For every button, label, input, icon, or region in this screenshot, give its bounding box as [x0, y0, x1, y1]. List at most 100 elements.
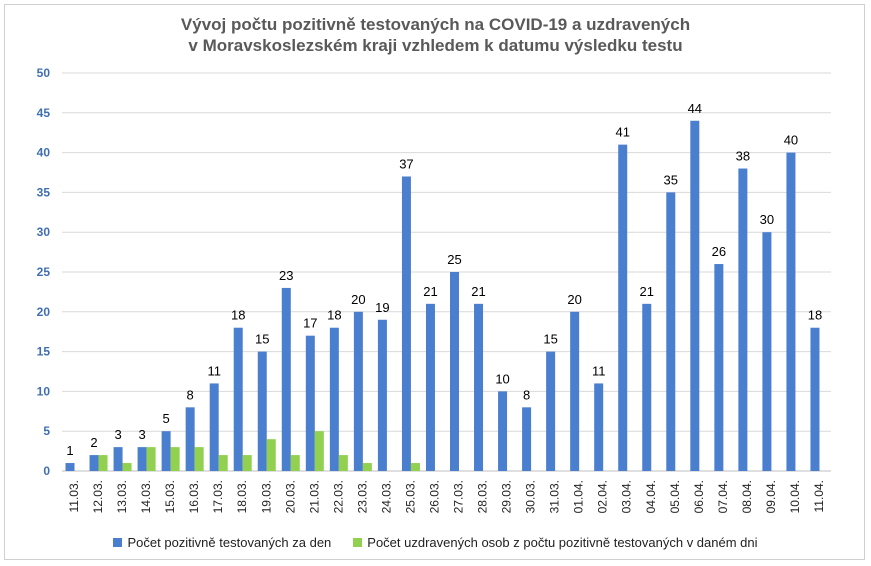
x-tick-label: 20.03. — [283, 480, 297, 513]
bar-recovered — [266, 439, 276, 471]
data-label: 44 — [688, 101, 702, 116]
data-label: 8 — [187, 387, 194, 402]
bar-positive — [498, 391, 508, 471]
bar-positive — [642, 303, 652, 471]
data-label: 19 — [375, 300, 389, 315]
y-tick-label: 20 — [37, 305, 51, 319]
data-label: 5 — [163, 411, 170, 426]
bar-positive — [714, 264, 724, 471]
bar-recovered — [122, 463, 132, 471]
data-label: 1 — [66, 443, 73, 458]
data-label: 3 — [114, 427, 121, 442]
x-tick-label: 22.03. — [331, 480, 345, 513]
bar-recovered — [290, 455, 300, 471]
data-label: 20 — [567, 292, 581, 307]
x-tick-label: 28.03. — [476, 480, 490, 513]
data-label: 37 — [399, 156, 413, 171]
data-label: 2 — [90, 435, 97, 450]
data-label: 20 — [351, 292, 365, 307]
data-label: 21 — [423, 284, 437, 299]
bar-positive — [113, 447, 123, 471]
x-tick-label: 21.03. — [307, 480, 321, 513]
y-tick-label: 0 — [43, 464, 50, 478]
x-tick-label: 02.04. — [596, 480, 610, 513]
chart-legend: Počet pozitivně testovaných za den Počet… — [0, 535, 871, 550]
data-label: 3 — [138, 427, 145, 442]
data-label: 25 — [447, 252, 461, 267]
bar-positive — [570, 311, 580, 471]
x-tick-label: 09.04. — [764, 480, 778, 513]
bar-positive — [65, 463, 75, 471]
x-tick-label: 12.03. — [91, 480, 105, 513]
x-tick-label: 29.03. — [500, 480, 514, 513]
x-tick-label: 04.04. — [644, 480, 658, 513]
legend-swatch-recovered — [353, 538, 363, 547]
x-tick-label: 07.04. — [716, 480, 730, 513]
data-label: 23 — [279, 268, 293, 283]
x-tick-label: 11.04. — [812, 480, 826, 512]
data-label: 15 — [543, 332, 557, 347]
x-tick-label: 26.03. — [427, 480, 441, 513]
data-label: 21 — [471, 284, 485, 299]
bar-positive — [353, 311, 363, 471]
x-tick-label: 08.04. — [740, 480, 754, 513]
x-tick-label: 06.04. — [692, 480, 706, 513]
bar-positive — [450, 272, 459, 471]
bar-positive — [161, 431, 171, 471]
data-label: 18 — [327, 308, 341, 323]
data-label: 10 — [495, 371, 509, 386]
bar-recovered — [170, 447, 180, 471]
y-tick-label: 25 — [37, 265, 51, 279]
legend-label-positive: Počet pozitivně testovaných za den — [127, 535, 332, 550]
x-tick-label: 16.03. — [187, 480, 201, 513]
data-label: 40 — [784, 133, 798, 148]
data-label: 21 — [640, 284, 654, 299]
x-tick-label: 19.03. — [259, 480, 273, 513]
y-tick-label: 35 — [37, 185, 51, 199]
bar-positive — [305, 335, 315, 471]
bar-recovered — [362, 463, 372, 471]
bar-positive — [618, 144, 628, 471]
x-tick-label: 23.03. — [355, 480, 369, 513]
bar-positive — [281, 287, 291, 471]
x-tick-label: 24.03. — [379, 480, 393, 513]
legend-item-recovered: Počet uzdravených osob z počtu pozitivně… — [353, 535, 758, 550]
data-label: 30 — [760, 212, 774, 227]
bar-recovered — [314, 431, 324, 471]
x-tick-label: 15.03. — [163, 480, 177, 513]
bar-positive — [209, 383, 219, 471]
bar-positive — [690, 120, 700, 471]
x-tick-label: 03.04. — [620, 480, 634, 513]
y-tick-label: 5 — [43, 424, 50, 438]
x-tick-label: 27.03. — [452, 480, 466, 513]
bar-positive — [401, 176, 411, 472]
data-label: 8 — [523, 387, 530, 402]
bar-positive — [89, 455, 99, 471]
data-label: 35 — [664, 172, 678, 187]
bar-recovered — [410, 463, 420, 471]
bar-positive — [810, 327, 820, 471]
bar-positive — [137, 447, 147, 471]
bar-recovered — [242, 455, 252, 471]
data-label: 15 — [255, 332, 269, 347]
y-tick-label: 10 — [37, 384, 51, 398]
x-tick-label: 05.04. — [668, 480, 682, 513]
bar-recovered — [338, 455, 348, 471]
data-label: 38 — [736, 149, 750, 164]
data-label: 11 — [207, 363, 221, 378]
bar-positive — [786, 152, 796, 471]
bar-recovered — [194, 447, 204, 471]
bar-positive — [546, 351, 556, 471]
x-tick-label: 10.04. — [788, 480, 802, 513]
data-label: 18 — [231, 308, 245, 323]
chart-title-line1: Vývoj počtu pozitivně testovaných na COV… — [180, 15, 691, 34]
y-tick-label: 40 — [37, 146, 51, 160]
bar-positive — [738, 168, 748, 471]
x-tick-label: 13.03. — [115, 480, 129, 513]
bar-positive — [425, 303, 435, 471]
bar-positive — [594, 383, 604, 471]
data-label: 11 — [592, 363, 606, 378]
data-label: 18 — [808, 308, 822, 323]
bar-positive — [233, 327, 243, 471]
